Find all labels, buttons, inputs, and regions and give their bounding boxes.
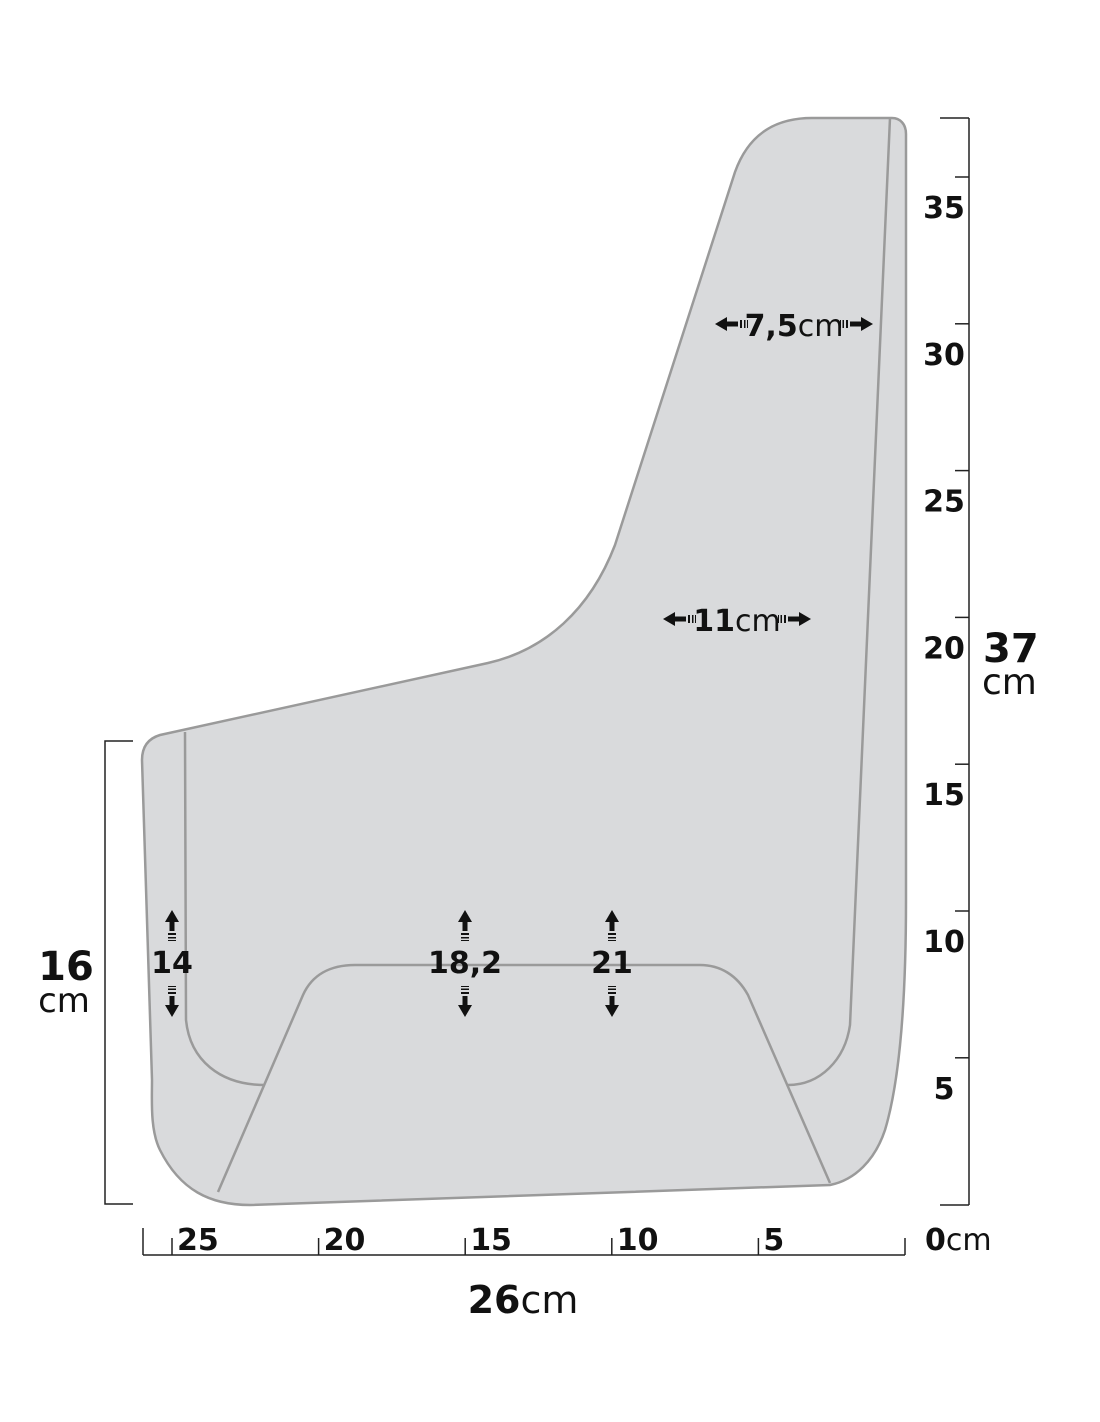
tick-label: 15: [470, 1223, 512, 1258]
width-callout: 11cm: [693, 604, 780, 639]
tick-label: 20: [923, 631, 965, 666]
tick-label: 35: [923, 191, 965, 226]
trapezoid-line: [216, 963, 832, 1193]
tick-value: 0: [925, 1223, 946, 1258]
tick-label: 0cm: [925, 1223, 992, 1258]
tick-label: 5: [763, 1223, 784, 1258]
left-dimension-value: 16: [38, 944, 94, 990]
mudflap-outline: [140, 116, 908, 1207]
height-callout: 14: [151, 946, 193, 981]
tick-label: 15: [923, 778, 965, 813]
tick-label: 10: [617, 1223, 659, 1258]
left-dimension-unit: cm: [38, 981, 90, 1021]
tick-unit: cm: [946, 1223, 992, 1258]
tick-label: 25: [923, 485, 965, 520]
tick-label: 25: [177, 1223, 219, 1258]
width-total: 26cm: [468, 1278, 579, 1322]
tick-label: 5: [934, 1072, 955, 1107]
height-total: 37: [983, 626, 1039, 672]
inner-right-line: [787, 117, 892, 1087]
tick-label: 20: [324, 1223, 366, 1258]
inner-left-line: [183, 731, 266, 1087]
height-unit: cm: [982, 662, 1037, 703]
left-bracket: [104, 740, 133, 1205]
height-callout: 18,2: [428, 946, 502, 981]
height-callout: 21: [591, 946, 633, 981]
width-callout: 7,5cm: [745, 309, 844, 344]
tick-label: 30: [923, 338, 965, 373]
tick-label: 10: [923, 925, 965, 960]
